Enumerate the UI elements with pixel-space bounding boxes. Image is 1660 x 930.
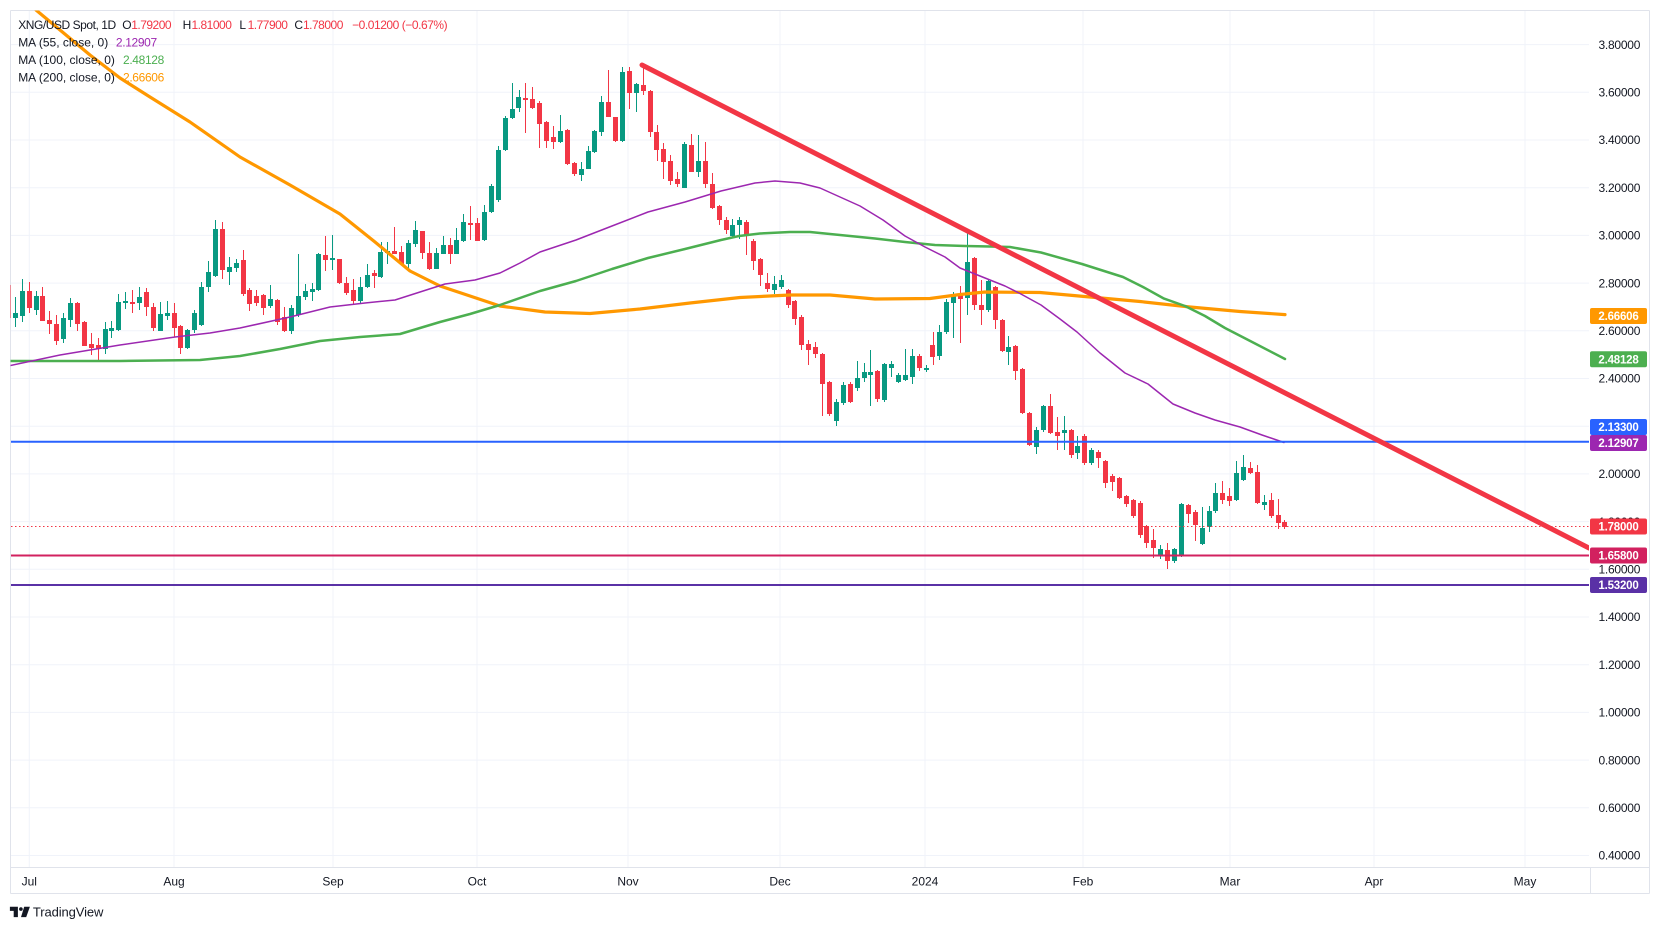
svg-text:May: May (1514, 875, 1537, 889)
svg-text:Dec: Dec (769, 875, 790, 889)
svg-text:Nov: Nov (617, 875, 638, 889)
svg-text:O: O (122, 18, 131, 32)
svg-text:Jul: Jul (22, 875, 37, 889)
svg-text:2.48128: 2.48128 (123, 53, 165, 67)
svg-text:L: L (239, 18, 246, 32)
svg-text:3.40000: 3.40000 (1599, 133, 1641, 147)
svg-text:3.60000: 3.60000 (1599, 86, 1641, 100)
svg-text:1.40000: 1.40000 (1599, 610, 1641, 624)
svg-text:3.00000: 3.00000 (1599, 229, 1641, 243)
svg-text:2.66606: 2.66606 (1598, 311, 1638, 323)
svg-text:Feb: Feb (1073, 875, 1094, 889)
svg-text:XNG/USD Spot, 1D: XNG/USD Spot, 1D (18, 18, 116, 32)
svg-text:0.60000: 0.60000 (1599, 801, 1641, 815)
svg-text:0.80000: 0.80000 (1599, 753, 1641, 767)
svg-text:C: C (294, 18, 303, 32)
svg-text:1.65800: 1.65800 (1598, 551, 1638, 563)
svg-text:1.78000: 1.78000 (303, 18, 344, 32)
svg-text:MA (100, close, 0): MA (100, close, 0) (18, 53, 115, 67)
svg-text:Aug: Aug (163, 875, 184, 889)
svg-text:1.79200: 1.79200 (131, 18, 172, 32)
svg-text:2.48128: 2.48128 (1598, 354, 1639, 366)
svg-text:2.00000: 2.00000 (1599, 467, 1641, 481)
svg-text:2.60000: 2.60000 (1599, 324, 1641, 338)
svg-text:1.78000: 1.78000 (1598, 522, 1638, 534)
svg-text:2.66606: 2.66606 (123, 70, 165, 84)
svg-text:Oct: Oct (468, 875, 487, 889)
svg-text:1.77900: 1.77900 (248, 18, 289, 32)
svg-text:MA (55, close, 0): MA (55, close, 0) (18, 35, 108, 49)
svg-text:Sep: Sep (322, 875, 344, 889)
svg-text:Apr: Apr (1365, 875, 1384, 889)
svg-text:MA (200, close, 0): MA (200, close, 0) (18, 70, 115, 84)
svg-text:H: H (183, 18, 192, 32)
svg-text:3.80000: 3.80000 (1599, 38, 1641, 52)
svg-text:2.80000: 2.80000 (1599, 276, 1641, 290)
svg-text:1.53200: 1.53200 (1598, 580, 1638, 592)
svg-text:2.12907: 2.12907 (1598, 438, 1638, 450)
svg-text:2.13300: 2.13300 (1598, 422, 1638, 434)
svg-text:TradingView: TradingView (33, 904, 104, 919)
svg-text:2024: 2024 (912, 875, 939, 889)
svg-text:1.20000: 1.20000 (1599, 658, 1641, 672)
svg-text:−0.01200 (−0.67%): −0.01200 (−0.67%) (352, 18, 448, 32)
svg-text:2.12907: 2.12907 (116, 35, 158, 49)
svg-text:1.00000: 1.00000 (1599, 706, 1641, 720)
svg-text:2.40000: 2.40000 (1599, 372, 1641, 386)
svg-text:3.20000: 3.20000 (1599, 181, 1641, 195)
svg-text:Mar: Mar (1220, 875, 1241, 889)
svg-text:1.60000: 1.60000 (1599, 563, 1641, 577)
svg-text:0.40000: 0.40000 (1599, 849, 1641, 863)
svg-text:1.81000: 1.81000 (192, 18, 233, 32)
